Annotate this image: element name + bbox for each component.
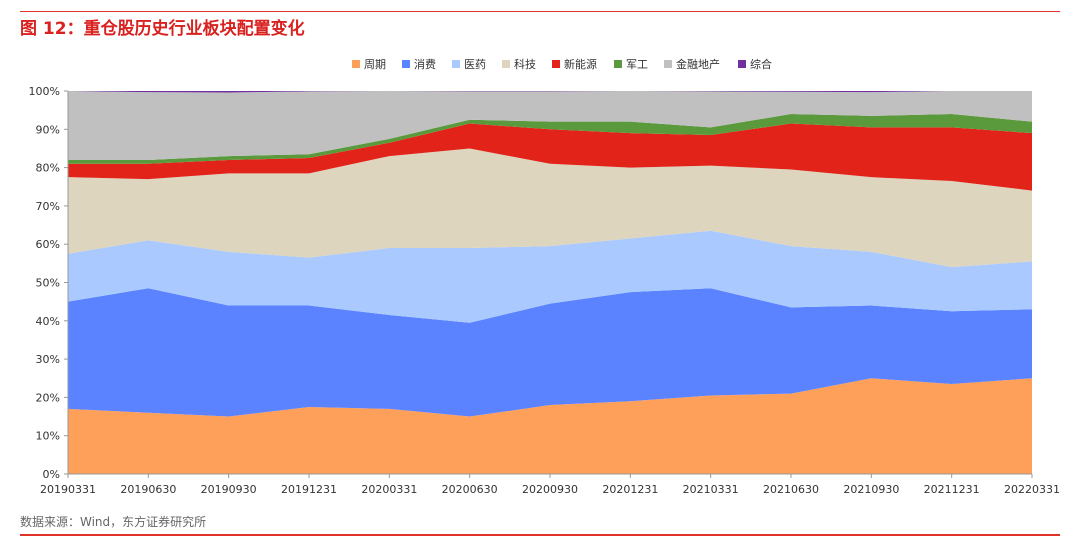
legend-label-2: 医药 xyxy=(464,58,486,71)
title-top-rule xyxy=(20,11,1060,12)
x-tick-label: 20210331 xyxy=(683,483,739,496)
x-tick-label: 20210930 xyxy=(843,483,899,496)
x-tick-label: 20201231 xyxy=(602,483,658,496)
legend-swatch-6 xyxy=(664,60,672,68)
legend-swatch-3 xyxy=(502,60,510,68)
source-note: 数据来源：Wind，东方证券研究所 xyxy=(20,515,207,529)
legend-label-0: 周期 xyxy=(364,58,386,71)
y-tick-label: 80% xyxy=(36,162,60,175)
legend-swatch-7 xyxy=(738,60,746,68)
y-tick-label: 90% xyxy=(36,123,60,136)
legend-label-5: 军工 xyxy=(626,58,648,71)
area-series-2 xyxy=(68,230,1032,323)
area-series-0 xyxy=(68,378,1032,474)
legend-label-7: 综合 xyxy=(750,57,772,71)
legend-swatch-4 xyxy=(552,60,560,68)
legend-label-1: 消费 xyxy=(414,57,436,71)
x-tick-label: 20200930 xyxy=(522,483,578,496)
legend-label-6: 金融地产 xyxy=(676,57,720,71)
legend-label-4: 新能源 xyxy=(564,57,597,71)
x-tick-label: 20190630 xyxy=(120,483,176,496)
y-tick-label: 40% xyxy=(36,315,60,328)
x-tick-label: 20190930 xyxy=(201,483,257,496)
area-series-3 xyxy=(68,148,1032,268)
x-tick-label: 20190331 xyxy=(40,483,96,496)
y-tick-label: 60% xyxy=(36,238,60,251)
bottom-rule xyxy=(20,534,1060,536)
legend-swatch-2 xyxy=(452,60,460,68)
area-series-4 xyxy=(68,123,1032,191)
legend-label-3: 科技 xyxy=(514,57,536,71)
area-series-7 xyxy=(68,91,1032,93)
x-tick-label: 20220331 xyxy=(1004,483,1060,496)
y-tick-label: 10% xyxy=(36,430,60,443)
x-tick-label: 20200630 xyxy=(442,483,498,496)
x-tick-label: 20210630 xyxy=(763,483,819,496)
x-tick-label: 20200331 xyxy=(361,483,417,496)
area-series-6 xyxy=(68,91,1032,160)
y-tick-label: 20% xyxy=(36,391,60,404)
y-tick-label: 30% xyxy=(36,353,60,366)
area-series-1 xyxy=(68,288,1032,417)
area-series-5 xyxy=(68,113,1032,164)
x-tick-label: 20211231 xyxy=(924,483,980,496)
y-tick-label: 0% xyxy=(43,468,60,481)
chart-title: 图 12：重仓股历史行业板块配置变化 xyxy=(20,19,305,39)
legend-swatch-5 xyxy=(614,60,622,68)
legend-swatch-0 xyxy=(352,60,360,68)
y-tick-label: 70% xyxy=(36,200,60,213)
legend-swatch-1 xyxy=(402,60,410,68)
y-tick-label: 50% xyxy=(36,277,60,290)
y-tick-label: 100% xyxy=(29,85,60,98)
x-tick-label: 20191231 xyxy=(281,483,337,496)
